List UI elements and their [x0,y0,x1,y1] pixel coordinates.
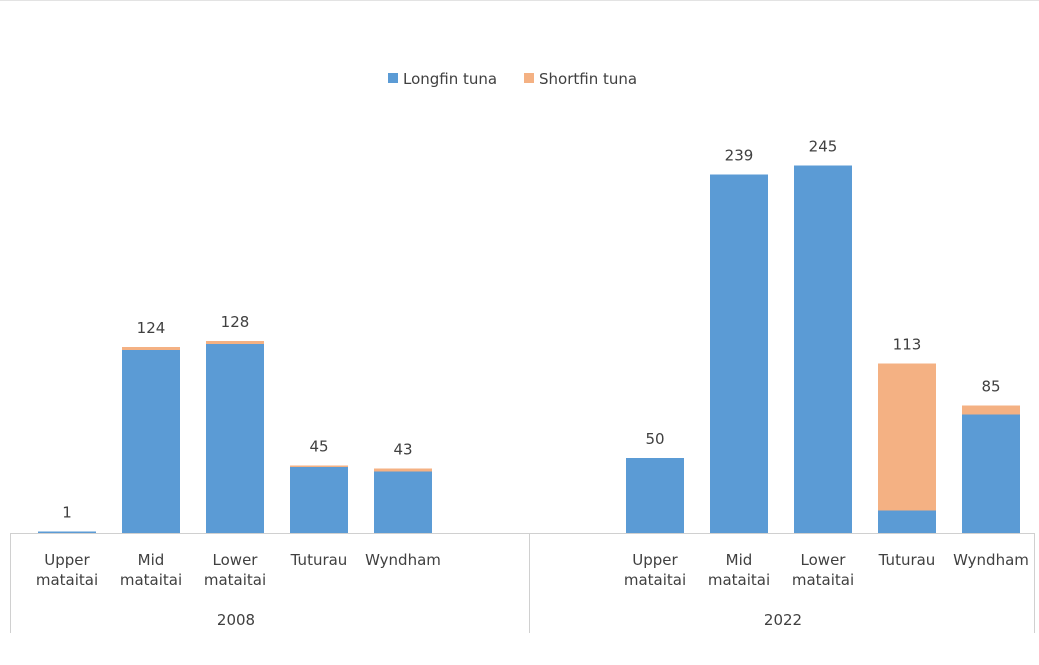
tick-label-2008-1: Upper mataitai [36,551,98,589]
data-label-2008-2: 124 [137,319,166,337]
tick-label-2022-2: Mid mataitai [708,551,770,589]
data-label-2008-4: 45 [309,438,328,456]
legend-swatch-1 [388,73,398,83]
bar-2022-4-longfin [878,510,936,533]
bar-2008-5-shortfin [374,468,432,472]
bar-2008-3-longfin [206,344,264,533]
bar-2008-4-longfin [290,467,348,533]
bar-2022-3-longfin [794,165,852,533]
bar-2022-5-longfin [962,414,1020,533]
group-label-2008: 2008 [217,611,255,629]
tick-label-2008-4: Tuturau [290,551,348,569]
bar-2022-2-longfin [710,174,768,533]
data-label-2022-3: 245 [809,138,838,156]
data-label-2022-1: 50 [645,430,664,448]
legend-label-2: Shortfin tuna [539,70,637,88]
data-label-2008-5: 43 [393,441,412,459]
bar-2008-5-longfin [374,471,432,533]
tick-label-2022-3: Lower mataitai [792,551,854,589]
group-label-2022: 2022 [764,611,802,629]
legend-label-1: Longfin tuna [403,70,497,88]
bar-2008-2-longfin [122,350,180,533]
tick-label-2022-5: Wyndham [953,551,1029,569]
bar-2022-1-longfin [626,458,684,533]
tick-label-2022-4: Tuturau [878,551,936,569]
data-label-2008-1: 1 [62,504,72,522]
data-label-2022-5: 85 [981,378,1000,396]
tick-label-2008-3: Lower mataitai [204,551,266,589]
tick-label-2008-2: Mid mataitai [120,551,182,589]
bar-2022-4-shortfin [878,363,936,511]
bar-2008-1-longfin [38,531,96,533]
bar-2022-5-shortfin [962,405,1020,415]
legend-swatch-2 [524,73,534,83]
data-label-2022-4: 113 [893,336,922,354]
bar-2008-4-shortfin [290,465,348,467]
data-label-2022-2: 239 [725,147,754,165]
bar-2008-2-shortfin [122,347,180,350]
data-label-2008-3: 128 [221,313,250,331]
tick-label-2008-5: Wyndham [365,551,441,569]
bar-2008-3-shortfin [206,341,264,344]
tick-label-2022-1: Upper mataitai [624,551,686,589]
